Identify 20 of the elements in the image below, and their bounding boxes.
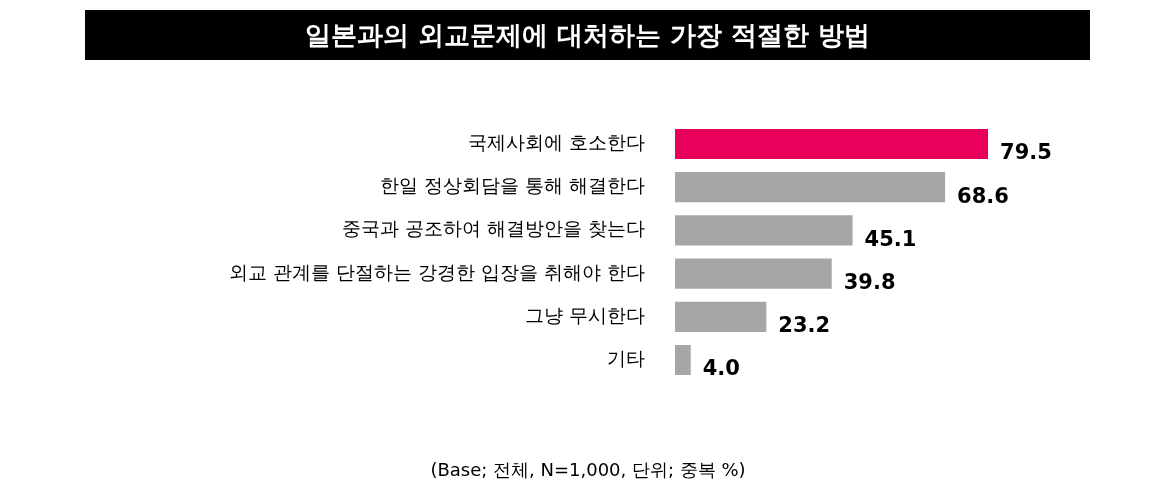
data-label: 39.8 — [843, 270, 896, 295]
y-tick-label: 국제사회에 호소한다 — [467, 130, 645, 153]
data-label: 68.6 — [957, 183, 1009, 208]
data-label: 79.5 — [1000, 140, 1052, 165]
data-label: 23.2 — [778, 313, 831, 338]
text: (Base; 전체, N=1,000, 단위; 중복 %) — [429, 458, 747, 482]
bar — [675, 215, 853, 246]
bar — [675, 301, 767, 332]
y-tick-label: 그냥 무시한다 — [524, 303, 645, 326]
y-tick-label: 외교 관계를 단절하는 강경한 입장을 취해야 한다 — [228, 260, 645, 283]
bar — [675, 258, 832, 289]
bar — [675, 344, 691, 376]
data-label: 4.0 — [702, 356, 740, 381]
data-label: 45.1 — [864, 226, 917, 251]
y-tick-label: 기타 — [607, 346, 645, 369]
bar — [675, 172, 946, 203]
bar — [675, 128, 989, 160]
y-tick-label: 한일 정상회담을 통해 해결한다 — [379, 174, 645, 197]
chart-title: 일본과의 외교문제에 대처하는 가장 적절한 방법 — [85, 10, 1090, 60]
y-tick-label: 중국과 공조하여 해결방안을 찾는다 — [341, 217, 645, 240]
